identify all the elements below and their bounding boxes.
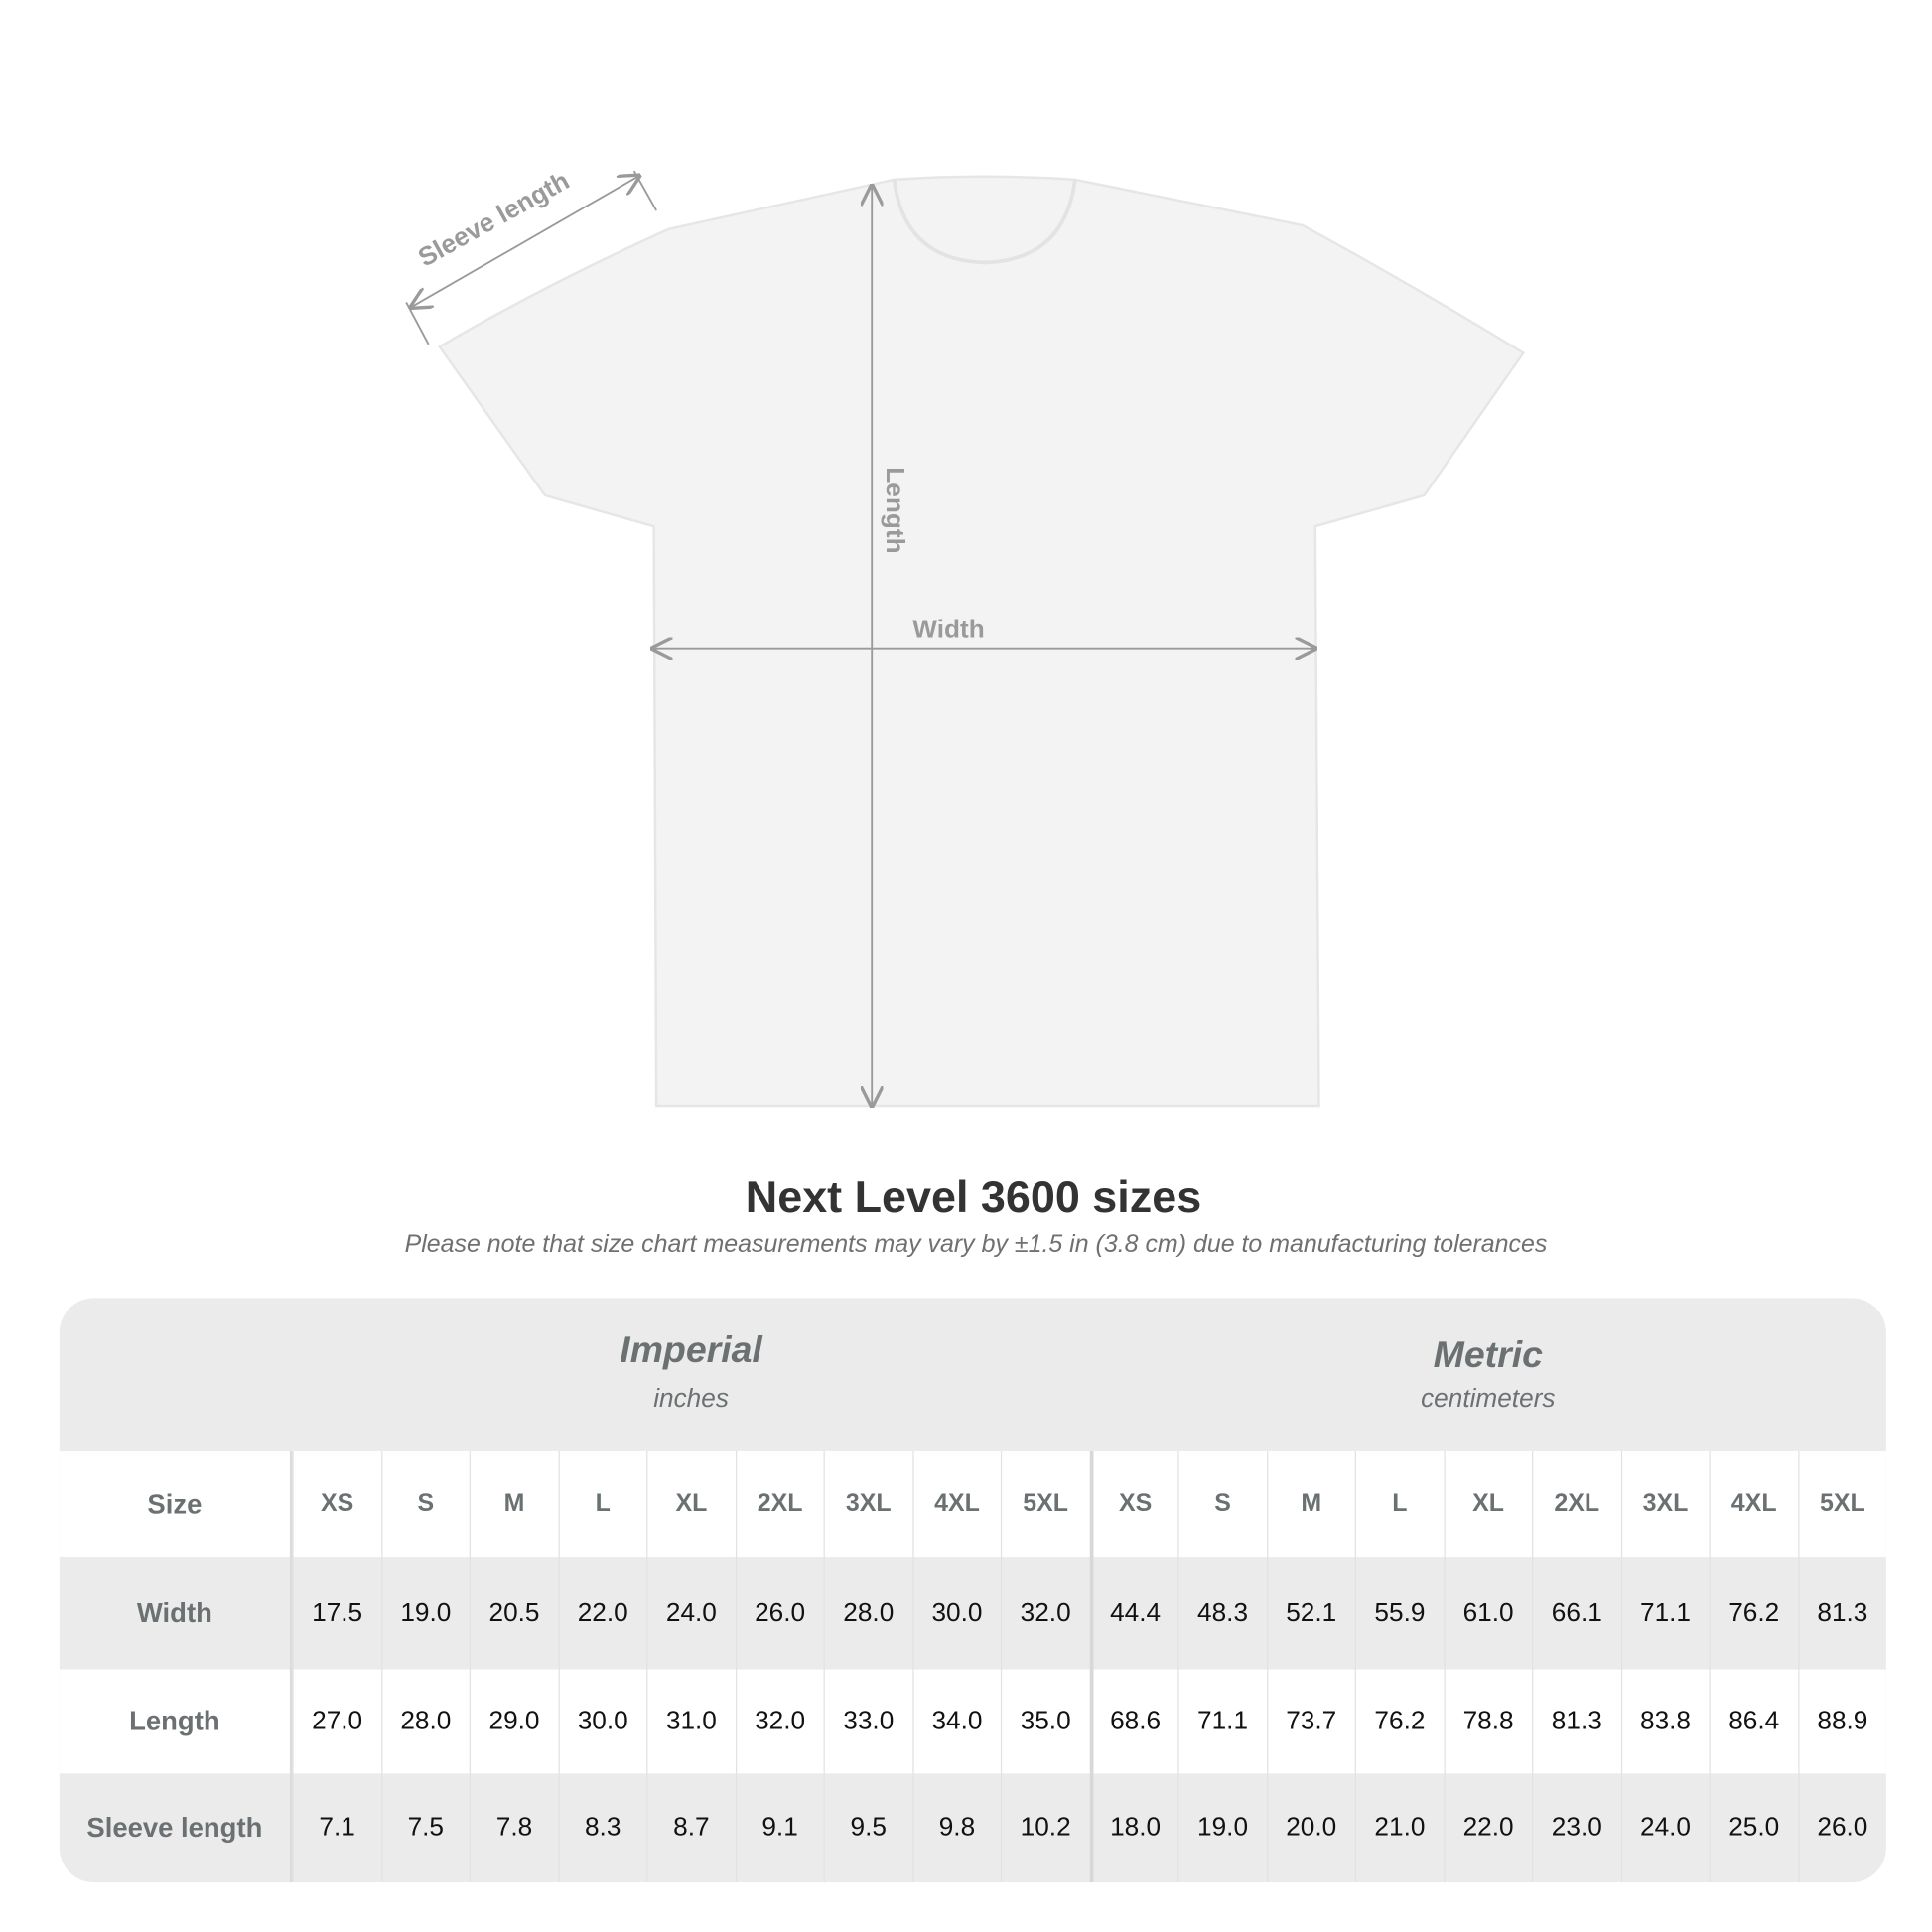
value-cell-imperial: 19.0 <box>380 1557 470 1670</box>
row-label: Sleeve length <box>60 1773 293 1883</box>
value-cell-imperial: 7.1 <box>292 1773 380 1883</box>
size-header-metric: M <box>1266 1450 1355 1558</box>
value-cell-imperial: 9.5 <box>823 1773 912 1883</box>
page-title: Next Level 3600 sizes <box>745 1172 1202 1223</box>
value-cell-imperial: 7.5 <box>380 1773 470 1883</box>
size-header-imperial: L <box>557 1450 646 1558</box>
value-cell-metric: 55.9 <box>1354 1557 1444 1670</box>
value-cell-metric: 86.4 <box>1709 1669 1797 1774</box>
size-header-imperial: 2XL <box>735 1450 823 1558</box>
value-cell-imperial: 20.5 <box>469 1557 558 1670</box>
value-cell-imperial: 28.0 <box>380 1669 470 1774</box>
row-label: Size <box>60 1450 293 1558</box>
value-cell-imperial: 26.0 <box>735 1557 823 1670</box>
value-cell-imperial: 17.5 <box>292 1557 380 1670</box>
value-cell-imperial: 9.8 <box>911 1773 1001 1883</box>
value-cell-imperial: 31.0 <box>646 1669 735 1774</box>
value-cell-imperial: 9.1 <box>735 1773 823 1883</box>
width-label: Width <box>912 614 984 643</box>
value-cell-imperial: 22.0 <box>557 1557 646 1670</box>
size-header-metric: 2XL <box>1532 1450 1620 1558</box>
value-cell-imperial: 30.0 <box>557 1669 646 1774</box>
size-header-imperial: 4XL <box>911 1450 1001 1558</box>
value-cell-metric: 73.7 <box>1266 1669 1355 1774</box>
size-header-imperial: XS <box>292 1450 380 1558</box>
imperial-header: Imperial inches <box>292 1298 1089 1451</box>
value-cell-imperial: 10.2 <box>1000 1773 1089 1883</box>
value-cell-imperial: 8.7 <box>646 1773 735 1883</box>
value-cell-metric: 23.0 <box>1532 1773 1620 1883</box>
value-cell-metric: 71.1 <box>1620 1557 1709 1670</box>
tolerance-note: Please note that size chart measurements… <box>404 1230 1548 1259</box>
table-row: Length 27.0 28.0 29.0 30.0 31.0 32.0 33.0 34.0 35… <box>59 1669 1886 1774</box>
size-header-metric: XS <box>1089 1450 1177 1558</box>
row-label: Length <box>60 1669 293 1774</box>
sleeve-arrow <box>411 176 639 307</box>
metric-unit: centimeters <box>1421 1384 1556 1414</box>
value-cell-metric: 24.0 <box>1620 1773 1709 1883</box>
value-cell-imperial: 30.0 <box>911 1557 1001 1670</box>
size-header-imperial: 3XL <box>823 1450 912 1558</box>
size-header-imperial: S <box>380 1450 470 1558</box>
size-header-metric: S <box>1177 1450 1266 1558</box>
size-header-imperial: 5XL <box>1000 1450 1089 1558</box>
collar <box>892 179 1077 265</box>
value-cell-metric: 78.8 <box>1443 1669 1532 1774</box>
tshirt-diagram: Sleeve length Length Width <box>405 165 1526 1165</box>
imperial-title: Imperial <box>620 1329 762 1371</box>
value-cell-imperial: 32.0 <box>735 1669 823 1774</box>
value-cell-imperial: 7.8 <box>469 1773 558 1883</box>
size-header-metric: 4XL <box>1709 1450 1797 1558</box>
value-cell-metric: 83.8 <box>1620 1669 1709 1774</box>
value-cell-metric: 44.4 <box>1089 1557 1177 1670</box>
sleeve-label: Sleeve length <box>413 165 574 272</box>
size-header-row: Size XS S M L XL 2XL 3XL 4XL 5XL XS S M L XL 2XL 3XL 4XL 5… <box>59 1450 1886 1558</box>
metric-title: Metric <box>1433 1334 1543 1376</box>
size-header-metric: 3XL <box>1620 1450 1709 1558</box>
length-label: Length <box>881 467 910 553</box>
value-cell-metric: 81.3 <box>1797 1557 1886 1670</box>
value-cell-imperial: 24.0 <box>646 1557 735 1670</box>
value-cell-imperial: 32.0 <box>1000 1557 1089 1670</box>
value-cell-imperial: 27.0 <box>292 1669 380 1774</box>
value-cell-metric: 71.1 <box>1177 1669 1266 1774</box>
row-label: Width <box>60 1557 293 1670</box>
size-table: Imperial inches Metric centimeters Size X… <box>59 1298 1886 1883</box>
value-cell-metric: 19.0 <box>1177 1773 1266 1883</box>
size-header-imperial: XL <box>646 1450 735 1558</box>
value-cell-imperial: 33.0 <box>823 1669 912 1774</box>
value-cell-metric: 66.1 <box>1532 1557 1620 1670</box>
value-cell-metric: 26.0 <box>1797 1773 1886 1883</box>
size-header-imperial: M <box>469 1450 558 1558</box>
value-cell-metric: 76.2 <box>1354 1669 1444 1774</box>
value-cell-metric: 76.2 <box>1709 1557 1797 1670</box>
size-header-metric: L <box>1354 1450 1444 1558</box>
metric-header: Metric centimeters <box>1090 1298 1886 1451</box>
value-cell-metric: 68.6 <box>1089 1669 1177 1774</box>
value-cell-metric: 61.0 <box>1443 1557 1532 1670</box>
value-cell-metric: 81.3 <box>1532 1669 1620 1774</box>
table-row: Width 17.5 19.0 20.5 22.0 24.0 26.0 28.0 30.0 32.… <box>60 1557 1886 1670</box>
value-cell-metric: 22.0 <box>1443 1773 1532 1883</box>
value-cell-imperial: 34.0 <box>911 1669 1001 1774</box>
value-cell-metric: 52.1 <box>1266 1557 1355 1670</box>
value-cell-imperial: 35.0 <box>1000 1669 1089 1774</box>
value-cell-imperial: 8.3 <box>557 1773 646 1883</box>
table-row: Sleeve length 7.1 7.5 7.8 8.3 8.7 9.1 9.5 9.8 10.… <box>60 1773 1886 1883</box>
value-cell-imperial: 28.0 <box>823 1557 912 1670</box>
value-cell-metric: 88.9 <box>1797 1669 1886 1774</box>
size-header-metric: 5XL <box>1797 1450 1886 1558</box>
value-cell-metric: 21.0 <box>1354 1773 1444 1883</box>
value-cell-metric: 18.0 <box>1089 1773 1177 1883</box>
value-cell-metric: 48.3 <box>1177 1557 1266 1670</box>
imperial-unit: inches <box>653 1384 729 1414</box>
value-cell-metric: 25.0 <box>1709 1773 1797 1883</box>
size-header-metric: XL <box>1443 1450 1532 1558</box>
value-cell-metric: 20.0 <box>1266 1773 1355 1883</box>
value-cell-imperial: 29.0 <box>469 1669 558 1774</box>
